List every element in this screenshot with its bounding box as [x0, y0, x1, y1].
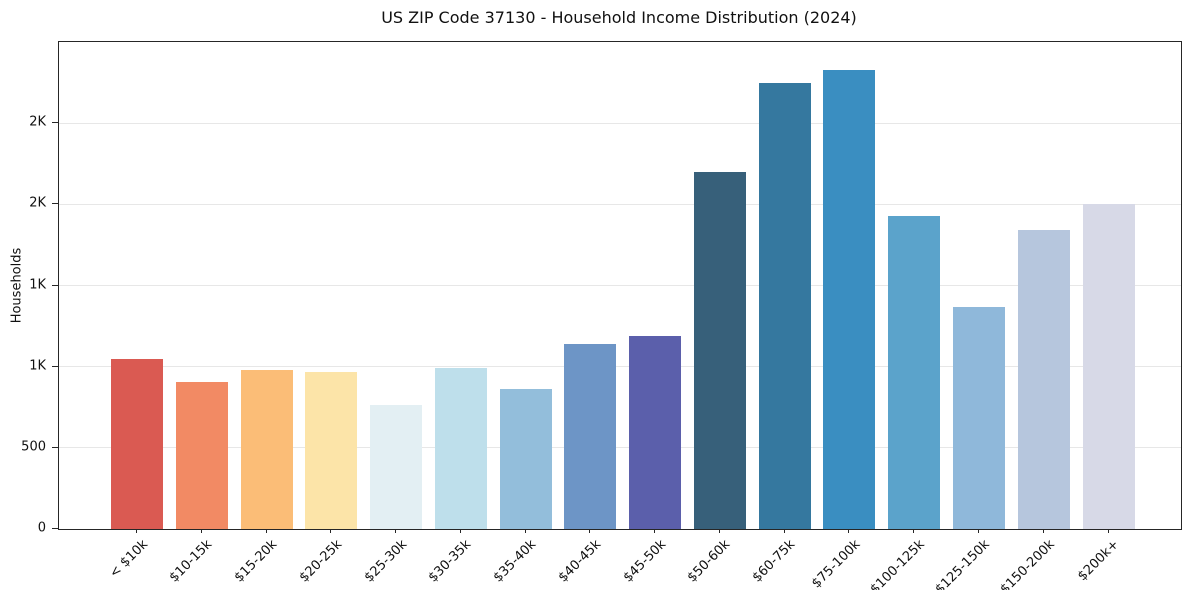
- x-tick-label: $200k+: [1075, 537, 1123, 585]
- y-tick-label: 2K: [29, 195, 46, 211]
- bar: [499, 389, 552, 529]
- x-tick-mark: [395, 529, 397, 533]
- x-tick-mark: [783, 529, 785, 533]
- x-tick-label: $125-150k: [932, 537, 993, 590]
- x-tick-label: $100-125k: [867, 537, 928, 590]
- x-tick-label: $60-75k: [749, 537, 799, 586]
- bar: [564, 343, 617, 529]
- x-tick-label: < $10k: [106, 537, 151, 582]
- y-tick-mark: [52, 284, 58, 286]
- y-tick-label: 1K: [29, 277, 46, 292]
- x-tick-label: $35-40k: [490, 537, 540, 586]
- x-tick-mark: [913, 529, 915, 533]
- y-tick-mark: [52, 446, 58, 448]
- bar: [175, 382, 228, 529]
- x-tick-label: $30-35k: [425, 537, 475, 586]
- y-tick-label: 500: [21, 439, 46, 455]
- bar: [1082, 203, 1135, 529]
- x-tick-mark: [978, 529, 979, 533]
- bar: [434, 368, 487, 529]
- gridline: [59, 203, 1181, 205]
- bar: [240, 369, 293, 529]
- bar: [953, 306, 1005, 529]
- x-tick-label: $50-60k: [685, 537, 734, 586]
- x-tick-mark: [1042, 529, 1044, 533]
- x-tick-label: $15-20k: [231, 537, 281, 586]
- y-tick-mark: [52, 528, 58, 529]
- x-tick-mark: [524, 529, 526, 533]
- bar: [758, 82, 811, 529]
- bar: [1017, 230, 1070, 529]
- x-tick-mark: [200, 529, 202, 533]
- x-tick-mark: [848, 529, 850, 533]
- x-tick-label: $10-15k: [166, 537, 216, 586]
- bar: [823, 69, 876, 529]
- x-tick-mark: [265, 529, 267, 533]
- bar: [305, 371, 358, 529]
- x-tick-label: $20-25k: [296, 537, 345, 586]
- y-tick-label: 0: [37, 520, 46, 536]
- y-tick-mark: [52, 365, 58, 367]
- y-tick-mark: [52, 203, 58, 205]
- y-tick-label: 1K: [29, 358, 46, 374]
- chart-title: US ZIP Code 37130 - Household Income Dis…: [381, 8, 857, 27]
- gridline: [59, 447, 1181, 449]
- x-tick-mark: [136, 529, 137, 533]
- x-tick-label: $40-45k: [555, 537, 604, 586]
- bar: [888, 215, 941, 529]
- x-tick-mark: [589, 529, 591, 533]
- x-tick-mark: [1107, 529, 1109, 533]
- bar: [370, 404, 423, 529]
- x-tick-mark: [654, 529, 656, 533]
- x-tick-mark: [459, 529, 461, 533]
- x-tick-mark: [718, 529, 720, 533]
- bar: [629, 335, 682, 529]
- y-tick-mark: [52, 122, 58, 124]
- bar: [693, 171, 746, 529]
- gridline: [59, 366, 1181, 368]
- bar: [111, 359, 163, 529]
- x-tick-label: $45-50k: [620, 537, 669, 586]
- y-tick-label: 2K: [29, 114, 46, 130]
- plot-area: [58, 41, 1182, 530]
- gridline: [59, 285, 1181, 286]
- x-tick-mark: [330, 529, 332, 533]
- x-tick-label: $75-100k: [808, 537, 864, 590]
- x-tick-label: $150-200k: [997, 537, 1058, 590]
- gridline: [59, 122, 1181, 124]
- x-tick-label: $25-30k: [361, 537, 410, 586]
